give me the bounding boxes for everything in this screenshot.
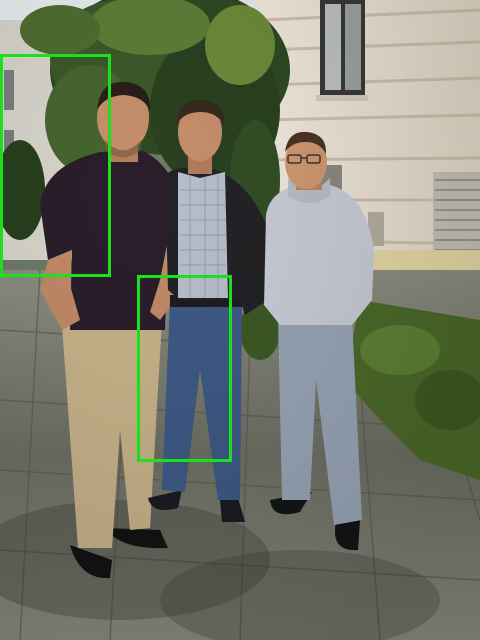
detection-box bbox=[0, 54, 111, 277]
detection-box bbox=[137, 275, 232, 462]
